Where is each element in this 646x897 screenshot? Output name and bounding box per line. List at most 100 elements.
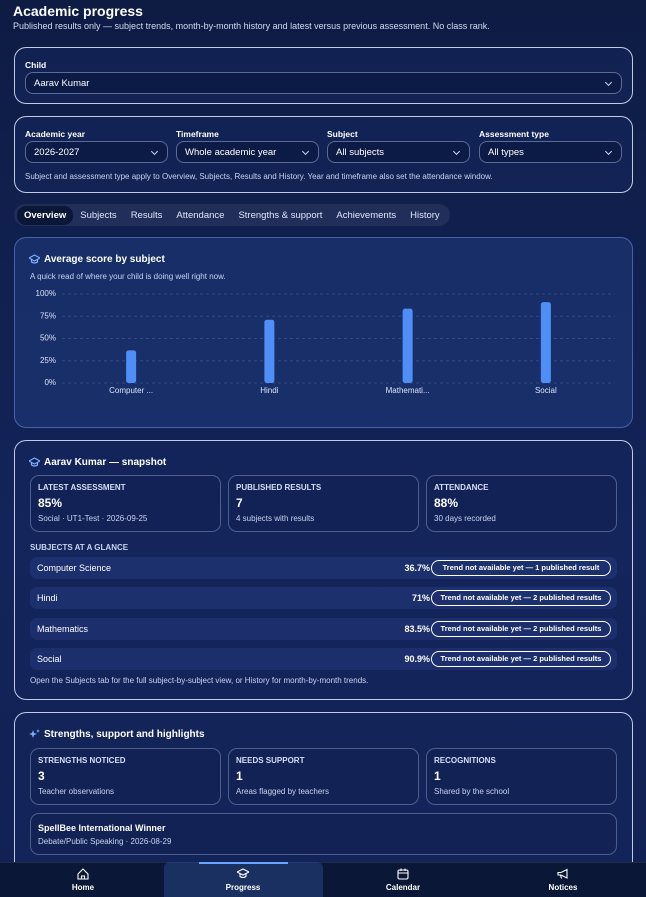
page-subtitle: Published results only — subject trends,… bbox=[13, 21, 490, 31]
stat-label: NEEDS SUPPORT bbox=[236, 756, 305, 765]
stat-note: Social · UT1-Test · 2026-09-25 bbox=[38, 514, 148, 523]
snapshot-footnote: Open the Subjects tab for the full subje… bbox=[30, 676, 369, 685]
child-select[interactable]: Aarav Kumar bbox=[25, 72, 622, 94]
nav-icon bbox=[557, 868, 568, 879]
y-tick-label: 100% bbox=[36, 289, 56, 298]
subject-name: Computer Science bbox=[37, 563, 112, 573]
subject-row bbox=[30, 647, 617, 670]
bar bbox=[126, 350, 137, 383]
subject-score: 71% bbox=[411, 593, 430, 604]
bar bbox=[402, 308, 413, 383]
bottom-nav bbox=[0, 862, 646, 897]
subject-row bbox=[30, 587, 617, 610]
nav-active-line bbox=[199, 862, 288, 864]
nav-item[interactable]: Notices bbox=[548, 883, 578, 892]
stat-label: LATEST ASSESSMENT bbox=[38, 483, 126, 492]
snapshot-title: Aarav Kumar — snapshot bbox=[44, 457, 167, 468]
stat-note: Shared by the school bbox=[434, 787, 510, 796]
filter-label: Subject bbox=[327, 129, 358, 139]
filter-select[interactable]: All subjects bbox=[327, 141, 470, 163]
y-tick-label: 25% bbox=[40, 356, 56, 365]
chart-title: Average score by subject bbox=[44, 254, 165, 265]
filter-select[interactable]: 2026-2027 bbox=[25, 141, 168, 163]
stat-label: ATTENDANCE bbox=[434, 483, 489, 492]
child-label: Child bbox=[25, 60, 47, 70]
subject-row bbox=[30, 617, 617, 640]
filter-label: Timeframe bbox=[176, 129, 219, 139]
snapshot-icon bbox=[29, 457, 40, 467]
filters-note: Subject and assessment type apply to Ove… bbox=[25, 172, 493, 181]
subject-name: Hindi bbox=[37, 593, 58, 604]
tab[interactable]: Results bbox=[130, 209, 163, 221]
stat-note: Areas flagged by teachers bbox=[236, 787, 329, 796]
tab-bar: Overview Subjects Results Attendance Strengt… bbox=[14, 204, 450, 226]
nav-icon bbox=[237, 868, 249, 879]
bar bbox=[540, 302, 551, 383]
highlight-title: SpellBee International Winner bbox=[38, 823, 166, 833]
page-title: Academic progress bbox=[13, 3, 143, 19]
y-tick-label: 50% bbox=[40, 334, 56, 343]
stat-value: 3 bbox=[38, 769, 45, 783]
subject-name: Social bbox=[37, 653, 62, 664]
strengths-title: Strengths, support and highlights bbox=[44, 729, 205, 740]
stat-box bbox=[30, 748, 221, 805]
x-tick-label: Computer ... bbox=[109, 386, 153, 395]
strengths-icon bbox=[29, 729, 40, 738]
nav-item[interactable]: Home bbox=[71, 883, 95, 892]
nav-icon bbox=[397, 868, 409, 880]
chart-icon bbox=[29, 254, 40, 264]
stat-label: STRENGTHS NOTICED bbox=[38, 756, 126, 765]
tab[interactable]: Strengths & support bbox=[238, 209, 323, 221]
subjects-heading: SUBJECTS AT A GLANCE bbox=[30, 543, 129, 552]
tab[interactable]: Attendance bbox=[176, 209, 225, 221]
subject-score: 83.5% bbox=[404, 623, 430, 634]
filter-label: Assessment type bbox=[479, 129, 549, 139]
chart-card bbox=[14, 237, 633, 428]
chart-subtitle: A quick read of where your child is doin… bbox=[30, 272, 226, 281]
stat-label: PUBLISHED RESULTS bbox=[236, 483, 322, 492]
stat-value: 7 bbox=[236, 496, 243, 510]
highlight-box bbox=[30, 813, 617, 855]
stat-box bbox=[426, 475, 617, 532]
chart: 0% 25% 50% 75% 100% Computer ... Hindi Mathemat… bbox=[36, 289, 615, 395]
nav-item[interactable]: Calendar bbox=[385, 883, 421, 892]
trend-badge: Trend not available yet — 1 published re… bbox=[431, 560, 611, 576]
x-tick-label: Hindi bbox=[260, 386, 278, 395]
tab[interactable]: Overview bbox=[17, 205, 74, 225]
stat-value: 1 bbox=[236, 769, 243, 783]
stat-value: 88% bbox=[434, 496, 459, 510]
subject-name: Mathematics bbox=[37, 623, 89, 634]
nav-item[interactable]: Progress bbox=[225, 883, 261, 892]
filter-label: Academic year bbox=[25, 129, 86, 139]
x-tick-label: Social bbox=[535, 386, 557, 395]
highlight-note: Debate/Public Speaking · 2026-08-29 bbox=[38, 837, 172, 846]
bar bbox=[264, 319, 275, 383]
tab[interactable]: Achievements bbox=[336, 209, 397, 221]
stat-value: 1 bbox=[434, 769, 441, 783]
stat-box bbox=[228, 475, 419, 532]
stat-note: 30 days recorded bbox=[434, 514, 496, 523]
filter-select[interactable]: All types bbox=[479, 141, 622, 163]
stat-value: 85% bbox=[38, 496, 63, 510]
stat-label: RECOGNITIONS bbox=[434, 756, 496, 765]
y-tick-label: 0% bbox=[44, 378, 56, 387]
stat-note: Teacher observations bbox=[38, 787, 115, 796]
subject-row bbox=[30, 557, 617, 579]
x-tick-label: Mathemati... bbox=[386, 386, 430, 395]
tab[interactable]: History bbox=[410, 209, 440, 221]
stat-note: 4 subjects with results bbox=[236, 514, 315, 523]
y-tick-label: 75% bbox=[40, 311, 56, 320]
stat-box bbox=[228, 748, 419, 805]
filter-select[interactable]: Whole academic year bbox=[176, 141, 319, 163]
trend-badge: Trend not available yet — 2 published re… bbox=[431, 620, 611, 637]
nav-icon bbox=[77, 868, 89, 880]
subject-score: 90.9% bbox=[404, 653, 430, 664]
subject-score: 36.7% bbox=[404, 563, 430, 573]
tab[interactable]: Subjects bbox=[80, 209, 117, 221]
stat-box bbox=[30, 475, 221, 532]
nav-active-bg bbox=[164, 862, 323, 897]
stat-box bbox=[426, 748, 617, 805]
trend-badge: Trend not available yet — 2 published re… bbox=[431, 590, 611, 607]
trend-badge: Trend not available yet — 2 published re… bbox=[431, 650, 611, 667]
